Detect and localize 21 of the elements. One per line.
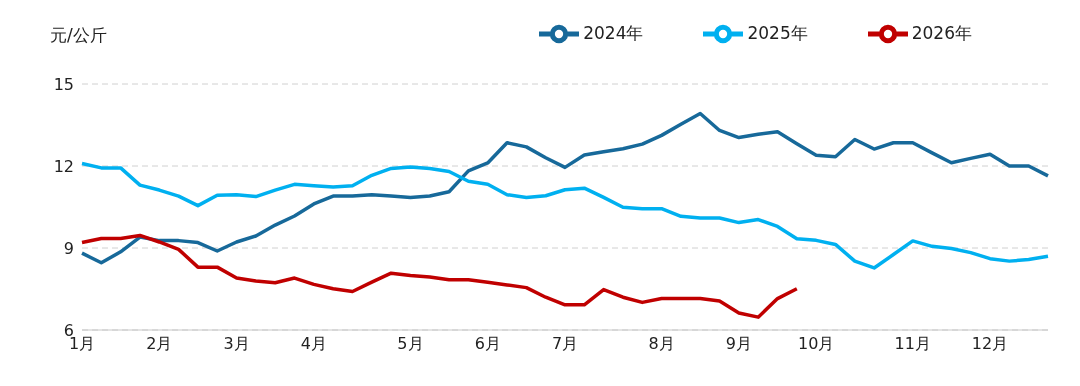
- x-tick-label: 9月: [725, 334, 752, 354]
- x-tick-label: 12月: [971, 334, 1009, 354]
- line-series: [80, 233, 799, 319]
- legend-label: 2025年: [747, 23, 808, 43]
- legend-label: 2024年: [583, 23, 644, 43]
- x-tick-label: 3月: [223, 334, 250, 354]
- y-tick-label: 15: [53, 74, 74, 94]
- x-tick-label: 6月: [474, 334, 501, 354]
- x-tick-label: 4月: [300, 334, 327, 354]
- y-axis-title: 元/公斤: [50, 24, 107, 47]
- x-tick-label: 5月: [397, 334, 424, 354]
- y-tick-label: 9: [63, 238, 74, 258]
- x-tick-label: 10月: [797, 334, 835, 354]
- line-series: [80, 161, 1050, 270]
- x-tick-label: 8月: [648, 334, 675, 354]
- line-series: [80, 111, 1050, 265]
- legend-label: 2026年: [911, 23, 972, 43]
- x-tick-label: 2月: [146, 334, 173, 354]
- x-tick-label: 7月: [551, 334, 579, 354]
- x-tick-label: 11月: [894, 334, 931, 354]
- y-tick-label: 12: [53, 156, 74, 176]
